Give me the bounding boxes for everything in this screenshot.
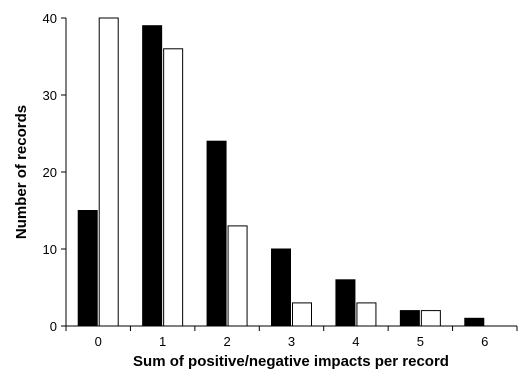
- x-tick-label: 6: [481, 334, 488, 349]
- y-tick-label: 20: [43, 165, 57, 180]
- bar-series1-1: [142, 25, 163, 327]
- bar-series2-0: [98, 17, 119, 327]
- y-axis-title: Number of records: [13, 105, 30, 239]
- y-ticks-group: 0 10 20 30 40: [43, 11, 66, 334]
- x-axis-title: Sum of positive/negative impacts per rec…: [133, 353, 449, 370]
- y-tick-label: 10: [43, 242, 57, 257]
- x-ticks-group: 0 1 2 3 4 5 6: [65, 326, 518, 349]
- bar-series2-1: [163, 48, 184, 327]
- bar-series1-2: [206, 140, 227, 327]
- y-tick-label: 40: [43, 11, 57, 26]
- y-tick-label: 0: [50, 319, 57, 334]
- bar-series2-3: [292, 302, 312, 327]
- bar-series1-6: [464, 317, 485, 327]
- bar-series2-4: [356, 302, 377, 327]
- bar-series2-5: [420, 310, 441, 327]
- x-tick-label: 0: [95, 334, 102, 349]
- x-tick-label: 5: [417, 334, 424, 349]
- bar-series2-2: [227, 225, 248, 327]
- x-tick-label: 3: [288, 334, 295, 349]
- bar-series1-5: [399, 310, 420, 327]
- bar-series1-0: [77, 210, 98, 327]
- bars-group: [77, 17, 485, 327]
- bar-series1-4: [335, 279, 356, 327]
- y-tick-label: 30: [43, 88, 57, 103]
- x-tick-label: 1: [159, 334, 166, 349]
- bar-series1-3: [271, 248, 291, 327]
- x-tick-label: 2: [223, 334, 230, 349]
- x-tick-label: 4: [352, 334, 359, 349]
